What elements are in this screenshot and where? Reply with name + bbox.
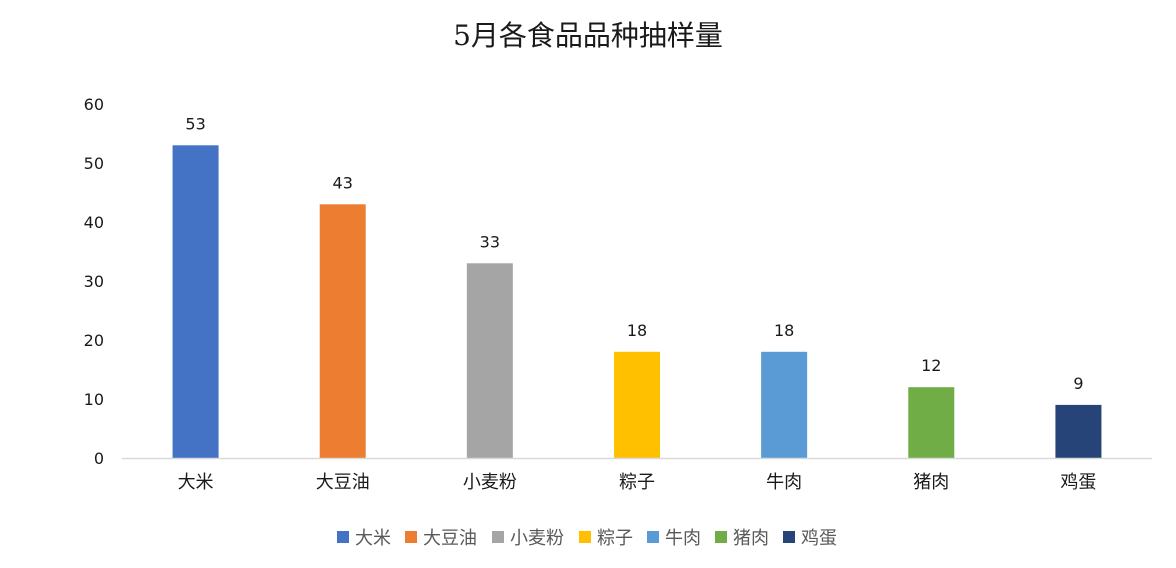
legend-item: 鸡蛋 xyxy=(783,528,837,549)
y-tick-label: 40 xyxy=(84,213,104,232)
y-tick-label: 10 xyxy=(84,390,104,409)
legend-item: 猪肉 xyxy=(715,528,769,549)
y-tick-label: 50 xyxy=(84,154,104,173)
bar xyxy=(172,145,219,459)
bar xyxy=(466,263,513,458)
legend-swatch xyxy=(492,531,504,543)
legend-item: 大米 xyxy=(337,528,391,549)
legend-swatch xyxy=(337,531,349,543)
x-tick-label: 猪肉 xyxy=(913,472,949,493)
bar xyxy=(761,351,808,458)
chart-title: 5月各食品品种抽样量 xyxy=(453,19,723,52)
x-axis: 大米 大豆油 小麦粉 粽子 牛肉 猪肉 鸡蛋 xyxy=(178,472,1097,493)
legend-label: 牛肉 xyxy=(665,528,701,549)
y-tick-label: 30 xyxy=(84,272,104,291)
y-axis: 0 10 20 30 40 50 60 xyxy=(84,95,104,468)
bar xyxy=(319,204,366,458)
bars xyxy=(172,145,1102,459)
legend-item: 粽子 xyxy=(579,528,633,549)
legend-item: 牛肉 xyxy=(647,528,701,549)
data-label: 33 xyxy=(480,232,500,251)
x-tick-label: 牛肉 xyxy=(766,472,802,493)
y-tick-label: 0 xyxy=(94,449,104,468)
legend-item: 大豆油 xyxy=(405,528,477,549)
x-tick-label: 鸡蛋 xyxy=(1060,472,1096,493)
x-tick-label: 小麦粉 xyxy=(463,472,517,493)
bar xyxy=(1055,404,1102,458)
legend-swatch xyxy=(715,531,727,543)
data-label: 43 xyxy=(333,173,353,192)
bar xyxy=(908,387,955,458)
data-labels: 53 43 33 18 18 12 9 xyxy=(185,114,1083,393)
legend-label: 鸡蛋 xyxy=(801,528,837,549)
data-label: 12 xyxy=(921,356,941,375)
data-label: 18 xyxy=(774,321,794,340)
data-label: 53 xyxy=(185,114,205,133)
legend-swatch xyxy=(783,531,795,543)
legend-swatch xyxy=(647,531,659,543)
legend-label: 猪肉 xyxy=(733,528,769,549)
y-tick-label: 60 xyxy=(84,95,104,114)
data-label: 18 xyxy=(627,321,647,340)
legend-swatch xyxy=(579,531,591,543)
legend-label: 小麦粉 xyxy=(510,528,564,549)
y-tick-label: 20 xyxy=(84,331,104,350)
x-tick-label: 粽子 xyxy=(619,472,655,493)
x-tick-label: 大米 xyxy=(178,472,214,493)
legend: 大米 大豆油 小麦粉 粽子 牛肉 猪肉 鸡蛋 xyxy=(337,528,837,549)
x-tick-label: 大豆油 xyxy=(316,472,370,493)
bar xyxy=(614,351,660,458)
legend-label: 大米 xyxy=(355,528,391,549)
legend-label: 大豆油 xyxy=(423,528,477,549)
data-label: 9 xyxy=(1073,374,1083,393)
legend-label: 粽子 xyxy=(597,528,633,549)
legend-swatch xyxy=(405,531,417,543)
legend-item: 小麦粉 xyxy=(492,528,564,549)
